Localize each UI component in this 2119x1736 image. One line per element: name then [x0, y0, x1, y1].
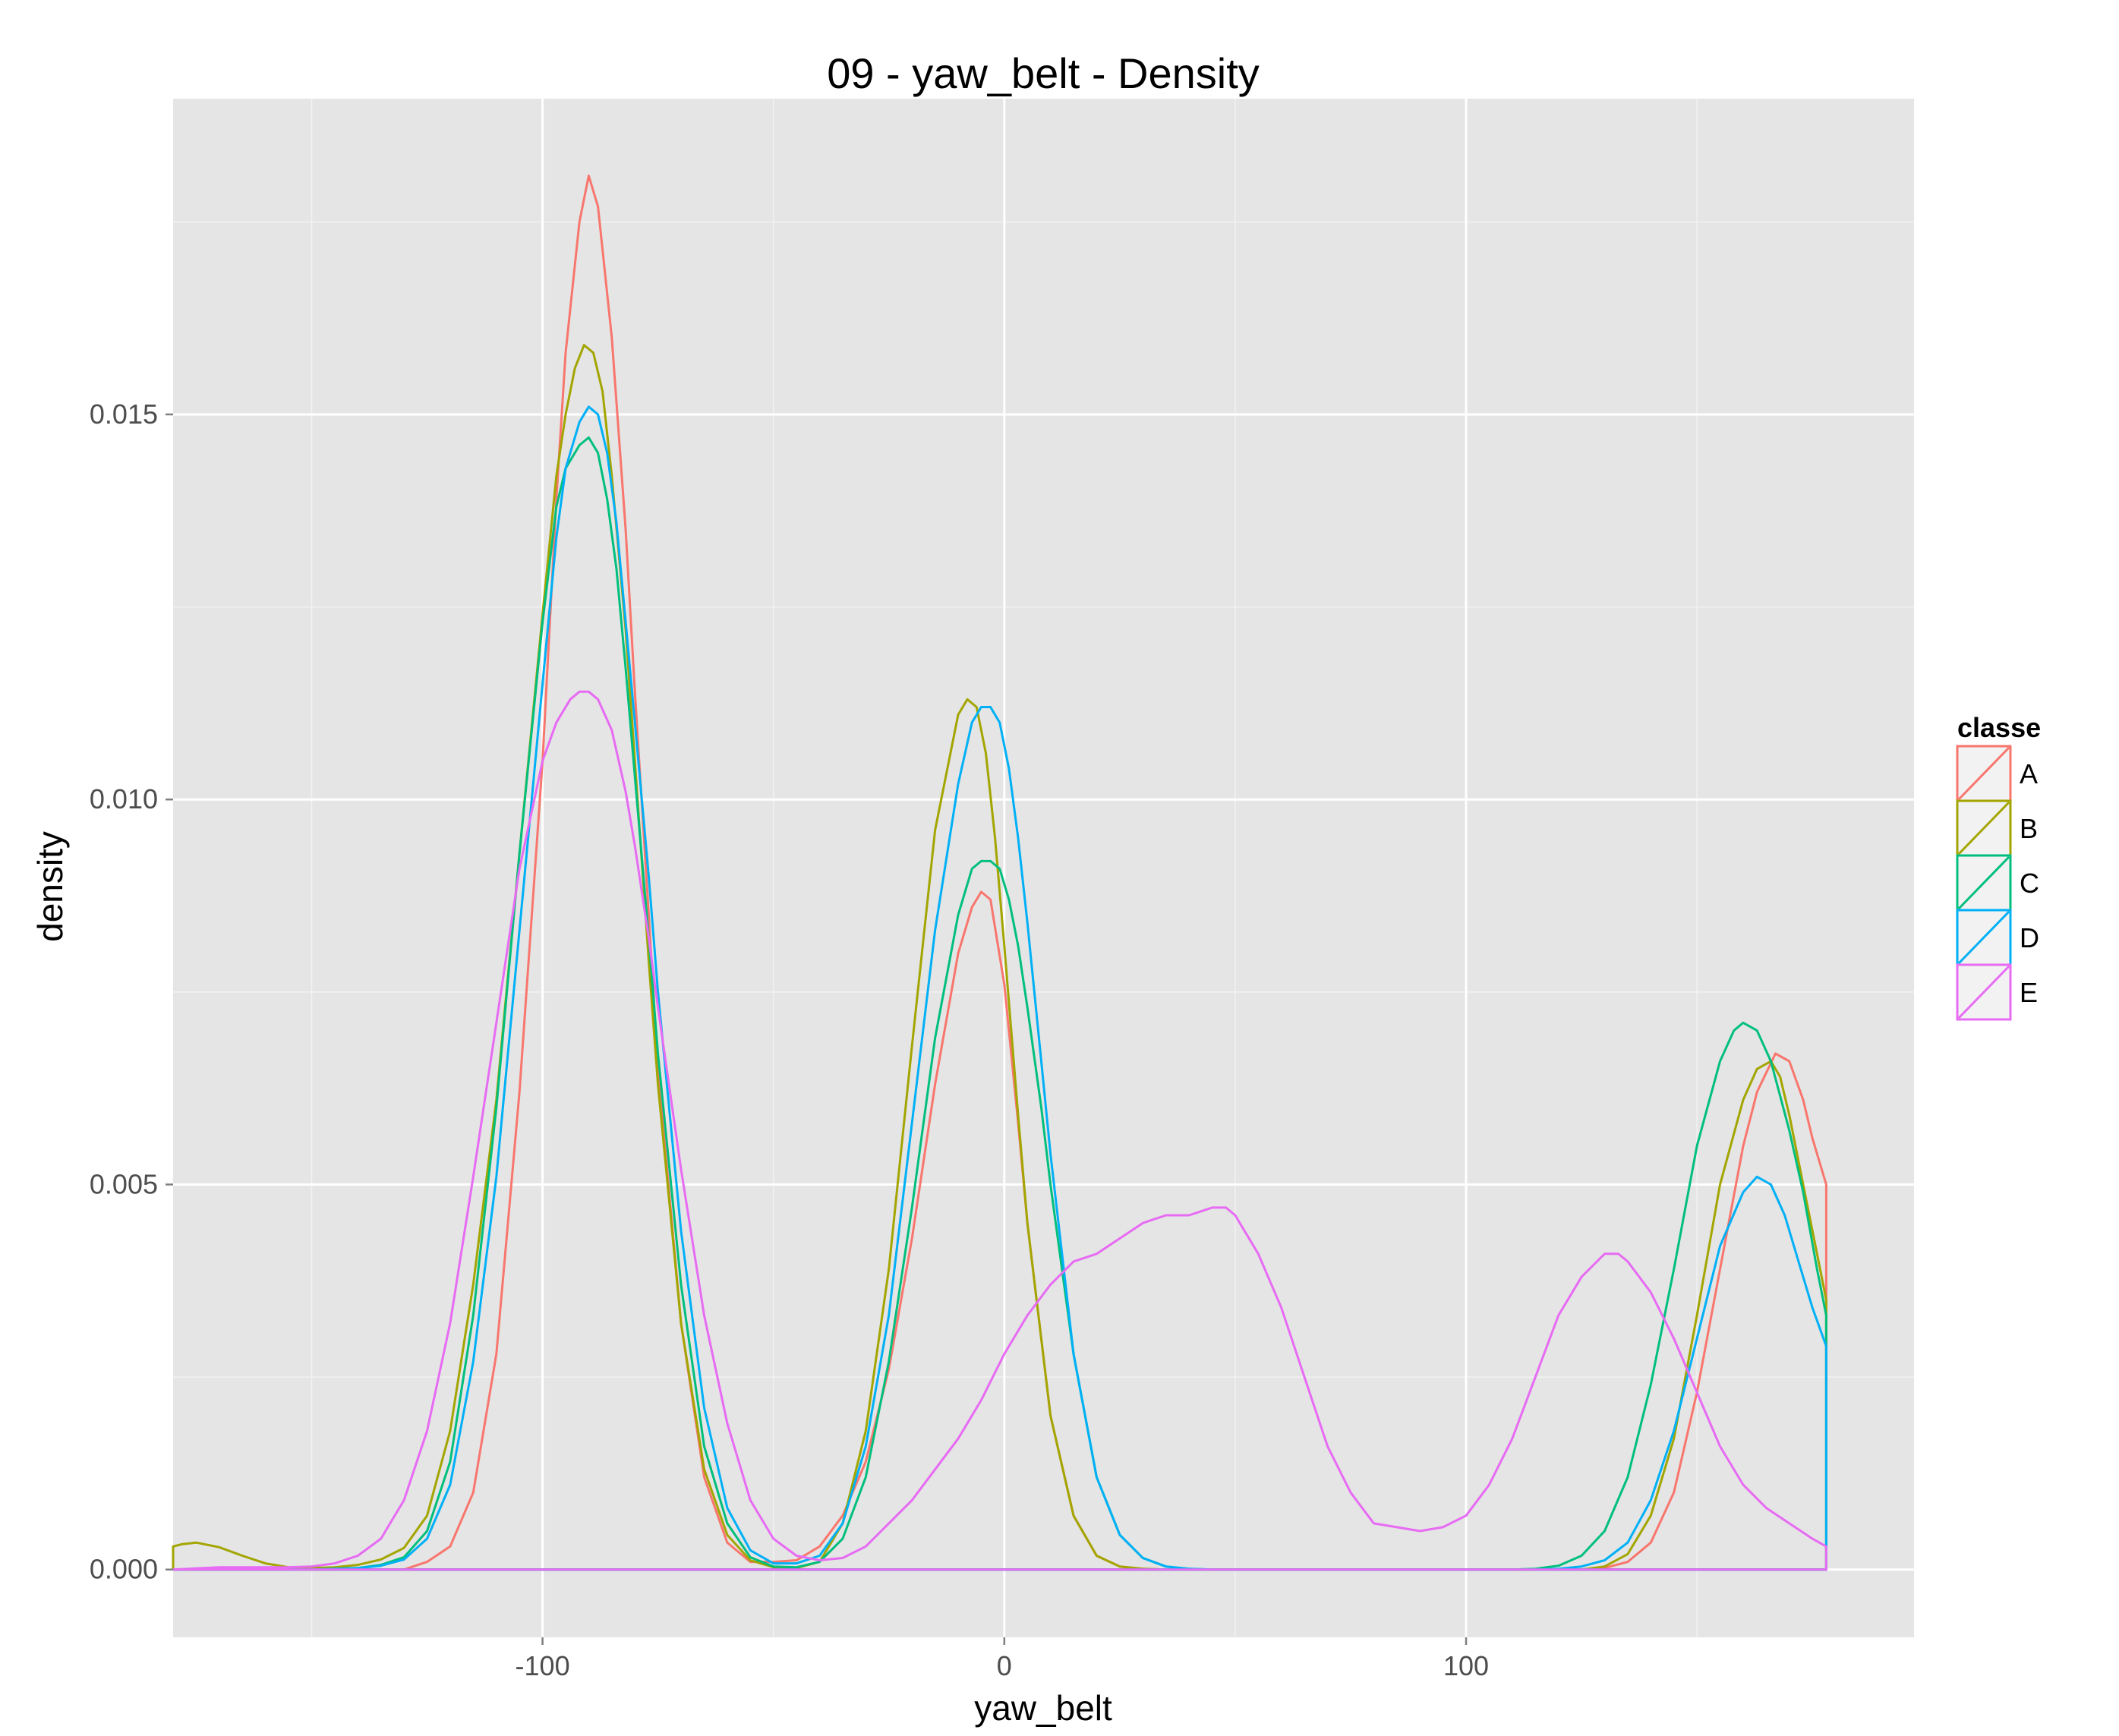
- legend-title: classe: [1957, 712, 2041, 743]
- legend-key-line-C: [1957, 855, 2010, 910]
- legend-key-line-B: [1957, 801, 2010, 855]
- x-axis-title: yaw_belt: [974, 1688, 1112, 1728]
- legend-key-line-E: [1957, 965, 2010, 1019]
- legend-label-A: A: [2020, 758, 2038, 789]
- plot-panel: [173, 99, 1914, 1637]
- legend-key-line-A: [1957, 746, 2010, 801]
- density-line-A: [173, 175, 1827, 1571]
- y-tick-label: 0.010: [90, 783, 158, 814]
- chart-title: 09 - yaw_belt - Density: [827, 49, 1260, 97]
- x-tick-label: 100: [1443, 1650, 1489, 1681]
- density-line-B: [172, 344, 1827, 1571]
- legend-label-C: C: [2020, 868, 2039, 899]
- legend-label-D: D: [2020, 922, 2039, 953]
- series-layer: [172, 175, 1827, 1571]
- density-line-E: [172, 690, 1827, 1571]
- density-line-D: [173, 405, 1827, 1571]
- y-axis-ticks: 0.000 0.005 0.010 0.015: [90, 399, 173, 1585]
- legend-key-line-D: [1957, 910, 2010, 965]
- y-tick-label: 0.005: [90, 1168, 158, 1199]
- y-tick-label: 0.000: [90, 1554, 158, 1585]
- x-tick-label: -100: [516, 1650, 570, 1681]
- x-axis-ticks: -100 0 100: [516, 1637, 1489, 1681]
- x-tick-label: 0: [997, 1650, 1012, 1681]
- y-axis-title: density: [30, 831, 70, 942]
- legend-label-B: B: [2020, 813, 2038, 844]
- y-tick-label: 0.015: [90, 399, 158, 430]
- legend-label-E: E: [2020, 977, 2038, 1008]
